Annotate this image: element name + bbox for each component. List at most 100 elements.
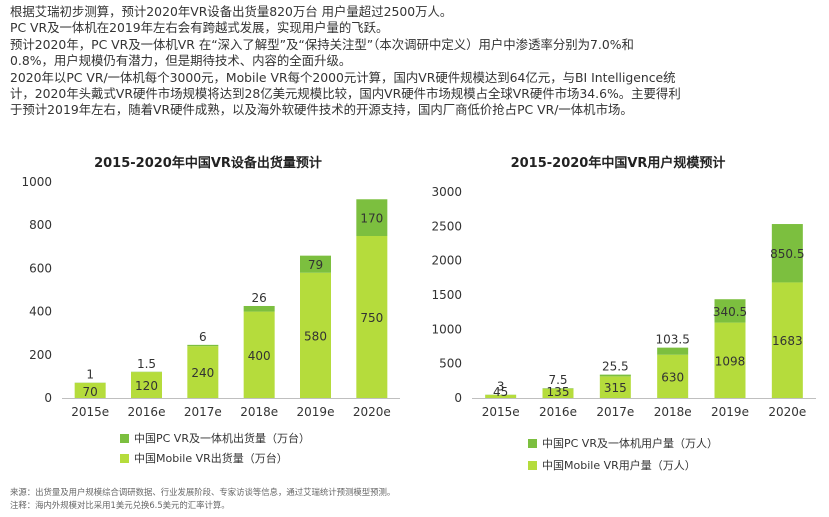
x-tick-label: 2015e	[482, 405, 520, 416]
legend-label-pc: 中国PC VR及一体机出货量（万台）	[134, 432, 310, 445]
data-label-pc: 1.5	[137, 357, 156, 371]
y-tick-label: 0	[454, 391, 462, 405]
data-label-pc: 6	[199, 330, 207, 344]
bar-mobile	[131, 372, 162, 398]
shipment-chart-panel: 2015-2020年中国VR设备出货量预计 0 200 400 600 800 1000 7…	[8, 146, 408, 476]
legend-item-pc: 中国PC VR及一体机用户量（万人）	[528, 432, 718, 454]
data-label-mobile: 400	[248, 349, 271, 363]
x-tick-label: 2016e	[539, 405, 577, 416]
bar-mobile	[356, 236, 388, 398]
intro-line: 计，2020年头戴式VR硬件市场规模将达到28亿美元规模比较，国内VR硬件市场规…	[10, 86, 681, 102]
y-tick-label: 3000	[431, 185, 462, 199]
data-label-pc: 26	[252, 291, 267, 305]
bar-mobile	[714, 322, 746, 398]
x-tick-label: 2016e	[128, 405, 166, 416]
bar-mobile	[657, 354, 689, 398]
user-legend: 中国PC VR及一体机用户量（万人） 中国Mobile VR用户量（万人）	[528, 432, 718, 476]
legend-item-mobile: 中国Mobile VR用户量（万人）	[528, 454, 718, 476]
data-label-mobile: 580	[304, 329, 327, 343]
y-tick-label: 2500	[431, 219, 462, 233]
y-tick-label: 2000	[431, 254, 462, 268]
intro-line: 0.8%，用户规模仍有潜力，但是期待技术、内容的全面升级。	[10, 53, 352, 69]
bar-mobile	[243, 311, 275, 398]
legend-label-mobile: 中国Mobile VR用户量（万人）	[542, 459, 696, 472]
data-label-mobile: 1098	[715, 354, 746, 368]
data-label-pc: 3	[497, 380, 505, 394]
y-tick-label: 800	[29, 218, 52, 232]
bar-mobile	[300, 272, 331, 398]
x-tick-label: 2019e	[297, 405, 335, 416]
data-label-pc: 25.5	[602, 360, 629, 374]
legend-swatch-mobile	[120, 453, 129, 463]
bar-mobile	[771, 282, 803, 398]
data-label-mobile: 240	[191, 366, 214, 380]
user-chart-panel: 2015-2020年中国VR用户规模预计 0 500 1000 1500 2000 250…	[414, 146, 822, 476]
y-tick-label: 1000	[21, 175, 52, 189]
intro-text: 根据艾瑞初步测算，预计2020年VR设备出货量820万台 用户量超过2500万人…	[10, 4, 822, 119]
y-tick-label: 0	[44, 391, 52, 405]
intro-line: 预计2020年，PC VR及一体机VR 在“深入了解型”及“保持关注型”（本次调…	[10, 36, 634, 52]
user-chart-title: 2015-2020年中国VR用户规模预计	[510, 156, 726, 171]
bar-pc	[714, 299, 746, 323]
data-label-mobile: 1683	[772, 334, 803, 348]
bar-pc	[771, 224, 803, 283]
data-label-pc: 340.5	[713, 305, 747, 319]
footer: 来源：出货量及用户规模综合调研数据、行业发展阶段、专家访谈等信息，通过艾瑞统计预…	[10, 486, 395, 512]
shipment-chart-title: 2015-2020年中国VR设备出货量预计	[94, 156, 322, 171]
bar-mobile	[187, 346, 219, 398]
intro-line: 2020年以PC VR/一体机每个3000元，Mobile VR每个2000元计…	[10, 69, 676, 85]
bar-mobile	[74, 382, 106, 398]
bar-pc	[243, 305, 275, 312]
data-label-mobile: 70	[83, 385, 98, 399]
x-tick-label: 2015e	[71, 405, 109, 416]
legend-item-pc: 中国PC VR及一体机出货量（万台）	[120, 428, 310, 448]
x-tick-label: 2017e	[596, 405, 634, 416]
bar-pc	[657, 347, 689, 355]
x-tick-label: 2017e	[184, 405, 222, 416]
legend-label-pc: 中国PC VR及一体机用户量（万人）	[542, 437, 718, 450]
bar-mobile	[542, 388, 574, 398]
bar-mobile	[599, 376, 631, 398]
bar-pc	[542, 388, 574, 389]
bar-pc	[300, 255, 331, 273]
intro-line: 于预计2019年左右，随着VR硬件成熟，以及海外软硬件技术的开源支持，国内厂商低…	[10, 102, 633, 118]
bar-mobile	[485, 394, 517, 398]
x-tick-label: 2019e	[711, 405, 749, 416]
footer-source: 来源：出货量及用户规模综合调研数据、行业发展阶段、专家访谈等信息，通过艾瑞统计预…	[10, 487, 396, 497]
data-label-pc: 1	[86, 368, 94, 382]
footer-note: 注释：海内外规模对比采用1美元兑换6.5美元的汇率计算。	[10, 500, 230, 510]
y-tick-label: 200	[29, 348, 52, 362]
data-label-mobile: 135	[547, 385, 570, 399]
data-label-mobile: 630	[661, 370, 684, 384]
x-tick-label: 2020e	[353, 405, 391, 416]
bar-pc	[599, 374, 631, 377]
data-label-mobile: 45	[493, 385, 508, 399]
bar-pc	[356, 199, 388, 236]
data-label-mobile: 750	[360, 311, 383, 325]
data-label-pc: 7.5	[548, 373, 567, 387]
data-label-pc: 170	[360, 212, 383, 226]
y-tick-label: 500	[439, 357, 462, 371]
x-tick-label: 2018e	[240, 405, 278, 416]
legend-item-mobile: 中国Mobile VR出货量（万台）	[120, 448, 310, 468]
bar-pc	[187, 344, 219, 347]
data-label-pc: 103.5	[655, 333, 689, 347]
y-tick-label: 400	[29, 305, 52, 319]
shipment-legend: 中国PC VR及一体机出货量（万台） 中国Mobile VR出货量（万台）	[120, 428, 310, 468]
intro-line: 根据艾瑞初步测算，预计2020年VR设备出货量820万台 用户量超过2500万人…	[10, 4, 453, 19]
y-tick-label: 1000	[431, 322, 462, 336]
x-tick-label: 2020e	[768, 405, 806, 416]
data-label-pc: 79	[308, 258, 323, 272]
x-tick-label: 2018e	[654, 405, 692, 416]
legend-swatch-pc	[528, 438, 537, 448]
data-label-mobile: 315	[604, 381, 627, 395]
data-label-pc: 850.5	[770, 247, 804, 261]
y-tick-label: 1500	[431, 288, 462, 302]
shipment-chart: 0 200 400 600 800 1000 70 1 2015e 120 1.5 2016e 240 6…	[21, 175, 400, 416]
intro-line: PC VR及一体机在2019年左右会有跨越式发展，实现用户量的飞跃。	[10, 20, 389, 36]
data-label-mobile: 120	[135, 379, 158, 393]
legend-swatch-pc	[120, 433, 129, 443]
legend-swatch-mobile	[528, 460, 537, 470]
y-tick-label: 600	[29, 261, 52, 275]
